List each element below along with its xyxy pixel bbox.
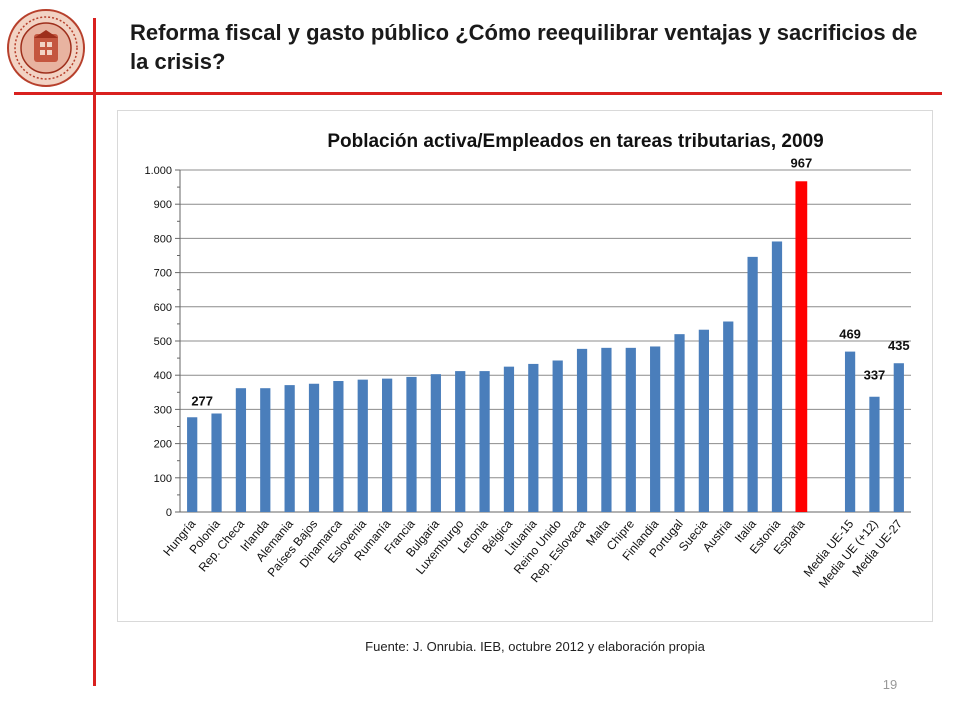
y-tick-label: 600 (154, 302, 172, 314)
bar (869, 396, 880, 512)
page-number: 19 (882, 677, 898, 692)
y-tick-label: 200 (154, 439, 172, 451)
bar (893, 363, 904, 512)
bar (235, 388, 247, 512)
data-label: 469 (839, 327, 861, 342)
y-tick-label: 900 (154, 199, 172, 211)
source-note: Fuente: J. Onrubia. IEB, octubre 2012 y … (365, 639, 705, 654)
y-tick-label: 300 (154, 404, 172, 416)
bar (308, 383, 320, 512)
bar (747, 256, 758, 512)
slide-title: Reforma fiscal y gasto público ¿Cómo ree… (130, 20, 918, 74)
bar (576, 348, 588, 512)
chart-title: Población activa/Empleados en tareas tri… (327, 131, 823, 152)
bar (406, 376, 417, 512)
bar (333, 381, 344, 512)
y-tick-label: 500 (154, 336, 172, 348)
bar (479, 371, 490, 512)
bar (455, 371, 466, 512)
data-label: 435 (888, 338, 910, 353)
bar (698, 329, 710, 512)
bar (723, 321, 734, 512)
y-tick-label: 100 (154, 473, 172, 485)
y-tick-label: 1.000 (144, 165, 172, 177)
y-tick-label: 0 (166, 507, 172, 519)
y-tick-label: 400 (154, 370, 172, 382)
university-seal-icon (7, 9, 85, 87)
bar (381, 378, 393, 512)
bar (844, 351, 856, 512)
y-tick-label: 800 (154, 233, 172, 245)
accent-horizontal-line (14, 92, 942, 95)
bar (211, 413, 222, 512)
bar (625, 347, 636, 512)
data-label: 967 (790, 155, 812, 170)
bar (650, 346, 661, 512)
bar (771, 241, 783, 512)
bar (284, 385, 295, 512)
bar (357, 379, 368, 512)
data-label: 277 (191, 393, 213, 408)
data-label: 337 (864, 368, 886, 383)
bar-chart: Población activa/Empleados en tareas tri… (144, 131, 911, 591)
bar (528, 363, 539, 512)
bar (430, 374, 441, 512)
bar (674, 334, 685, 512)
y-tick-label: 700 (154, 268, 172, 280)
bar (601, 347, 612, 512)
bar (795, 181, 808, 512)
bar (187, 417, 198, 512)
bar (552, 360, 563, 512)
bar (260, 388, 271, 512)
bar (503, 366, 515, 512)
accent-vertical-line (93, 18, 96, 686)
